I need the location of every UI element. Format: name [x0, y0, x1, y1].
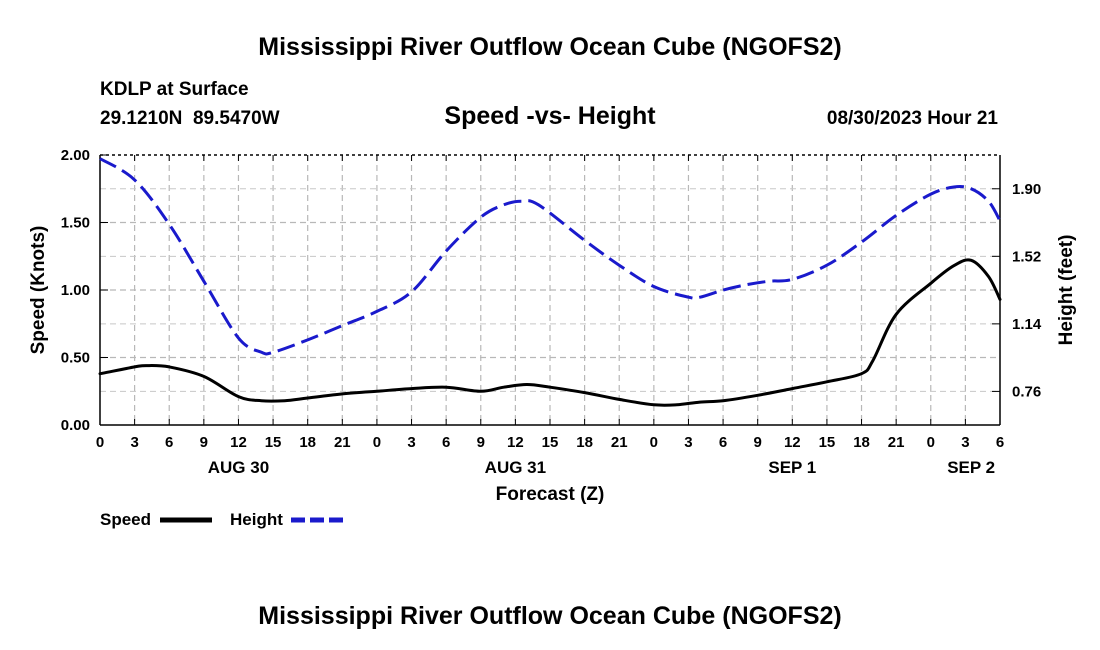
y-right-tick-label: 1.52	[1012, 248, 1041, 265]
series-lines	[98, 157, 1002, 407]
x-tick-label: 15	[542, 434, 559, 451]
x-tick-label: 9	[754, 434, 762, 451]
x-tick-label: 12	[784, 434, 801, 451]
x-tick-label: 6	[165, 434, 173, 451]
x-tick-label: 0	[373, 434, 381, 451]
y-axis-right-label: Height (feet)	[1056, 235, 1077, 346]
y-left-tick-label: 1.50	[61, 215, 90, 232]
height-series-line	[99, 157, 1002, 356]
x-tick-label: 3	[684, 434, 692, 451]
x-tick-label: 3	[407, 434, 415, 451]
y-left-tick-label: 1.00	[61, 282, 90, 299]
x-tick-label: 9	[477, 434, 485, 451]
day-label: SEP 1	[768, 458, 816, 477]
grid-lines	[100, 155, 1000, 425]
x-tick-label: 21	[888, 434, 905, 451]
x-tick-label: 0	[96, 434, 104, 451]
x-tick-label: 3	[961, 434, 969, 451]
x-tick-label: 3	[130, 434, 138, 451]
x-tick-label: 0	[927, 434, 935, 451]
footer-title: Mississippi River Outflow Ocean Cube (NG…	[258, 602, 841, 630]
chart-subtitle: Speed -vs- Height	[444, 102, 656, 130]
x-tick-label: 6	[719, 434, 727, 451]
day-label: AUG 30	[208, 458, 269, 477]
location-label: 29.1210N 89.5470W	[100, 108, 280, 129]
y-right-tick-label: 1.90	[1012, 181, 1041, 198]
x-tick-label: 12	[230, 434, 247, 451]
y-right-tick-label: 1.14	[1012, 316, 1042, 333]
x-tick-label: 21	[611, 434, 628, 451]
x-tick-label: 12	[507, 434, 524, 451]
speed-series-line	[98, 258, 1002, 407]
legend-speed-label: Speed	[100, 510, 151, 529]
legend-height-label: Height	[230, 510, 283, 529]
x-tick-label: 0	[650, 434, 658, 451]
y-right-tick-label: 0.76	[1012, 383, 1041, 400]
station-label: KDLP at Surface	[100, 79, 249, 100]
x-tick-label: 15	[265, 434, 282, 451]
chart-title: Mississippi River Outflow Ocean Cube (NG…	[258, 33, 841, 61]
y-left-tick-label: 0.00	[61, 417, 90, 434]
timestamp-label: 08/30/2023 Hour 21	[827, 108, 999, 129]
day-label: SEP 2	[947, 458, 995, 477]
legend: Speed Height	[100, 510, 343, 529]
x-tick-label: 21	[334, 434, 351, 451]
y-axis-left-label: Speed (Knots)	[28, 226, 49, 355]
x-tick-label: 9	[200, 434, 208, 451]
x-tick-label: 6	[996, 434, 1004, 451]
x-axis-label: Forecast (Z)	[496, 484, 605, 505]
day-label: AUG 31	[485, 458, 546, 477]
x-tick-label: 18	[576, 434, 593, 451]
x-tick-label: 18	[299, 434, 316, 451]
x-tick-label: 15	[819, 434, 836, 451]
axes: 0 3 6 9 12 15 18 21 0 3 6 9 12 15 18 21 0 3 6 9 12 15 18 21 0 3 6 0…	[61, 147, 1042, 477]
x-tick-label: 18	[853, 434, 870, 451]
x-tick-label: 6	[442, 434, 450, 451]
y-left-tick-label: 0.50	[61, 350, 90, 367]
y-left-tick-label: 2.00	[61, 147, 90, 164]
